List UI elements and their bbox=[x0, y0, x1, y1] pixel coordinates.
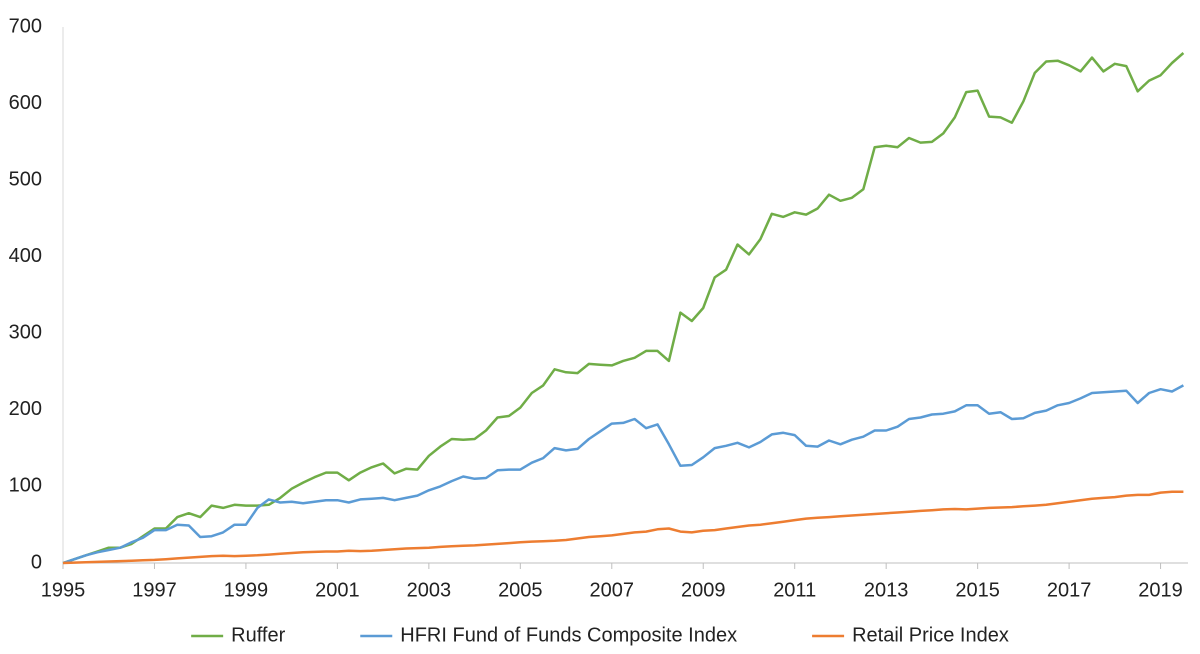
y-tick-label: 100 bbox=[9, 475, 42, 497]
x-tick-label: 1997 bbox=[132, 579, 177, 601]
x-tick-label: 2011 bbox=[773, 579, 816, 601]
x-tick-label: 2007 bbox=[590, 579, 635, 601]
legend-label: Ruffer bbox=[231, 624, 285, 646]
series-line bbox=[62, 384, 1184, 565]
y-tick-label: 400 bbox=[9, 245, 42, 267]
legend-item: HFRI Fund of Funds Composite Index bbox=[360, 624, 737, 646]
x-tick-label: 2001 bbox=[315, 579, 360, 601]
x-tick-label: 2013 bbox=[864, 579, 909, 601]
legend-label: HFRI Fund of Funds Composite Index bbox=[400, 624, 737, 646]
series-line bbox=[62, 490, 1184, 565]
x-tick-label: 1999 bbox=[224, 579, 269, 601]
y-tick-label: 200 bbox=[9, 398, 42, 420]
x-tick-label: 1995 bbox=[41, 579, 86, 601]
y-tick-label: 300 bbox=[9, 322, 42, 344]
y-tick-label: 600 bbox=[9, 92, 42, 114]
y-tick-label: 500 bbox=[9, 168, 42, 190]
y-tick-label: 700 bbox=[9, 15, 42, 37]
series-line bbox=[62, 52, 1185, 565]
y-tick-label: 0 bbox=[31, 551, 42, 573]
legend-item: Retail Price Index bbox=[812, 624, 1009, 646]
x-tick-label: 2009 bbox=[681, 579, 726, 601]
legend-label: Retail Price Index bbox=[852, 624, 1009, 646]
x-tick-label: 2019 bbox=[1138, 579, 1183, 601]
x-tick-label: 2003 bbox=[407, 579, 452, 601]
x-tick-label: 2017 bbox=[1047, 579, 1092, 601]
legend-item: Ruffer bbox=[191, 624, 286, 646]
x-tick-label: 2005 bbox=[498, 579, 543, 601]
x-tick-label: 2015 bbox=[955, 579, 1000, 601]
